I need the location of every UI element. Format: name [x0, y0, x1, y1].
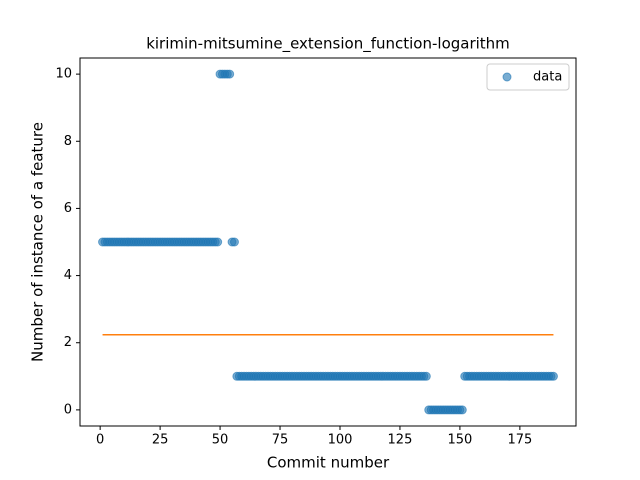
y-axis-label: Number of instance of a feature [29, 122, 47, 362]
data-point [548, 371, 558, 381]
plot-frame [79, 57, 577, 427]
data-point [213, 237, 223, 247]
y-tick-label: 2 [64, 335, 72, 350]
chart-title: kirimin-mitsumine_extension_function-log… [146, 35, 510, 54]
x-tick-label: 75 [272, 433, 289, 448]
data-point [225, 69, 235, 79]
data-point [229, 237, 239, 247]
data-point [457, 405, 467, 415]
y-tick-label: 6 [64, 201, 72, 216]
x-axis-label: Commit number [267, 454, 390, 472]
y-tick-label: 8 [64, 134, 72, 149]
legend-marker [502, 72, 512, 82]
x-tick-label: 0 [96, 433, 104, 448]
x-tick-label: 100 [328, 433, 353, 448]
x-tick-label: 125 [388, 433, 413, 448]
y-tick-label: 4 [64, 268, 72, 283]
x-tick-label: 25 [152, 433, 169, 448]
x-tick-label: 175 [507, 433, 532, 448]
legend-box [486, 63, 570, 91]
y-tick-label: 10 [55, 67, 72, 82]
x-tick-label: 50 [212, 433, 229, 448]
y-tick-label: 0 [64, 402, 72, 417]
data-point [421, 371, 431, 381]
x-tick-label: 150 [448, 433, 473, 448]
legend-label: data [533, 70, 562, 85]
